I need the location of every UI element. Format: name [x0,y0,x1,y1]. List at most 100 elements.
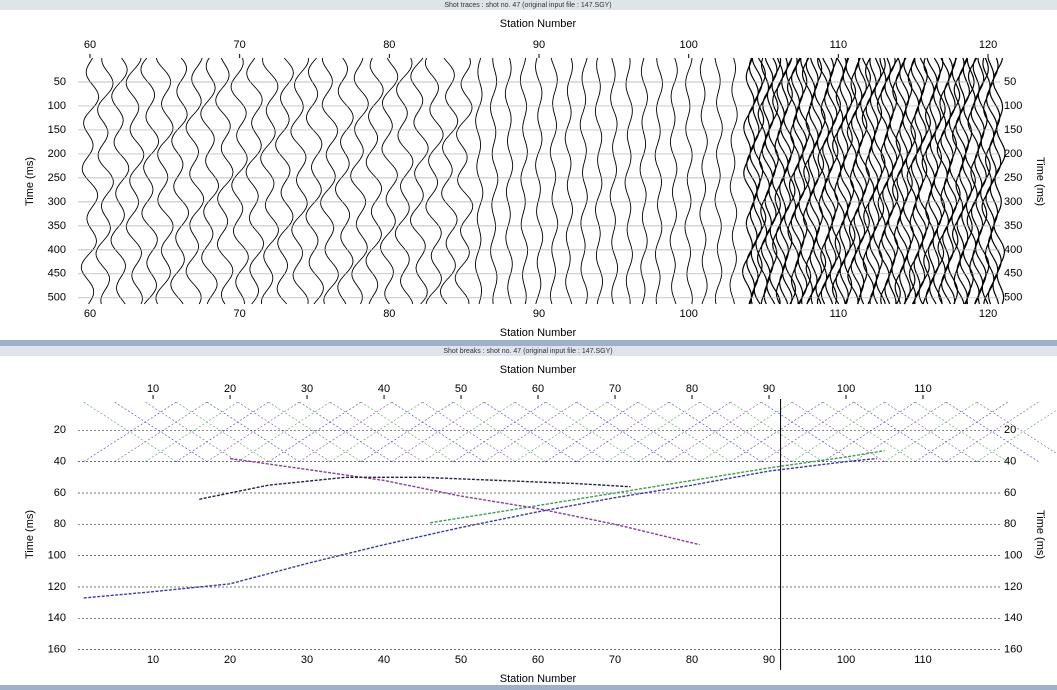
trace-wiggle [768,57,782,304]
trace-wiggle [790,57,804,305]
y-tick-label: 160 [1004,644,1022,656]
trace-wiggle [918,57,931,305]
x-tick-label: 50 [455,383,467,395]
y-tick-label: 100 [48,550,66,562]
trace-wiggle [869,57,883,305]
trace-wiggle [200,57,219,305]
x-tick-label: 90 [763,654,775,666]
y-tick-label: 120 [48,581,66,593]
trace-wiggle [454,57,474,305]
trace-wiggle [902,57,917,305]
y-tick-label: 150 [1004,124,1022,136]
trace-wiggle [95,58,114,305]
x-tick-label: 70 [234,39,246,51]
y-axis-label: Time (ms) [1034,157,1046,206]
x-tick-label: 40 [378,383,390,395]
trace-wiggle [305,57,324,305]
trace-wiggle [639,57,648,305]
x-tick-label: 80 [686,654,698,666]
trace-wiggle [335,57,354,305]
x-tick-label: 90 [763,383,775,395]
x-tick-label: 30 [301,383,313,395]
y-tick-label: 400 [1004,244,1022,256]
y-tick-label: 20 [1004,424,1016,436]
y-tick-label: 250 [48,172,66,184]
x-tick-label: 10 [147,654,159,666]
y-tick-label: 450 [1004,268,1022,280]
x-tick-label: 20 [224,654,236,666]
trace-wiggle [170,57,189,305]
trace-wiggle [519,57,529,305]
trace-wiggle [654,57,663,305]
trace-wiggle [684,57,693,305]
status-strip [0,685,1057,690]
y-tick-label: 200 [48,148,66,160]
trace-wiggle [794,57,808,305]
trace-wiggle [962,58,976,305]
trace-wiggle [609,57,619,305]
trace-wiggle [835,57,849,305]
trace-wiggle [985,57,999,305]
trace-wiggle [185,57,205,305]
trace-wiggle [624,57,633,304]
x-tick-label: 100 [837,654,855,666]
trace-wiggle [140,57,160,305]
trace-wiggle [843,57,857,305]
trace-wiggle [914,58,927,305]
y-axis-label: Time (ms) [24,157,36,206]
trace-wiggle [798,58,812,305]
y-tick-label: 60 [54,487,66,499]
x-tick-label: 70 [609,383,621,395]
trace-wiggle [245,57,265,305]
trace-wiggle [947,57,961,305]
y-tick-label: 40 [1004,456,1016,468]
x-tick-label: 120 [979,308,997,320]
trace-wiggle [932,57,946,305]
x-tick-label: 90 [533,39,545,51]
x-tick-label: 100 [679,39,697,51]
trace-wiggle [424,57,444,305]
trace-wiggle [504,57,514,305]
y-tick-label: 150 [48,124,66,136]
y-tick-label: 140 [48,612,66,624]
trace-wiggle [409,57,429,305]
y-tick-label: 300 [48,196,66,208]
trace-wiggle [977,57,991,305]
trace-wiggle [549,57,559,305]
x-tick-label: 110 [830,308,848,320]
x-tick-label: 20 [224,383,236,395]
y-tick-label: 300 [1004,196,1022,208]
y-tick-label: 350 [48,220,66,232]
y-tick-label: 400 [48,244,66,256]
trace-wiggle [669,57,678,305]
trace-wiggle [839,57,853,305]
y-tick-label: 120 [1004,581,1022,593]
trace-wiggle [80,57,100,305]
x-tick-label: 100 [837,383,855,395]
trace-wiggle [474,57,484,305]
x-axis-label: Station Number [500,327,577,339]
trace-wiggle [921,57,935,305]
plot-area [80,57,1006,305]
y-tick-label: 350 [1004,220,1022,232]
x-tick-label: 110 [830,39,848,51]
x-axis-label: Station Number [500,673,577,685]
splitter[interactable] [0,340,1057,346]
trace-wiggle [579,57,588,305]
x-tick-label: 90 [533,308,545,320]
trace-wiggle [764,57,778,305]
trace-wiggle [936,57,950,305]
x-axis-label: Station Number [500,18,577,30]
y-tick-label: 20 [54,424,66,436]
trace-wiggle [820,57,834,305]
trace-wiggle [746,57,759,305]
y-tick-label: 200 [1004,148,1022,160]
y-tick-label: 100 [1004,550,1022,562]
trace-wiggle [809,57,823,305]
y-tick-label: 50 [54,76,66,88]
y-tick-label: 50 [1004,76,1016,88]
trace-wiggle [564,57,574,305]
y-axis-label: Time (ms) [1034,510,1046,559]
trace-wiggle [958,57,973,305]
